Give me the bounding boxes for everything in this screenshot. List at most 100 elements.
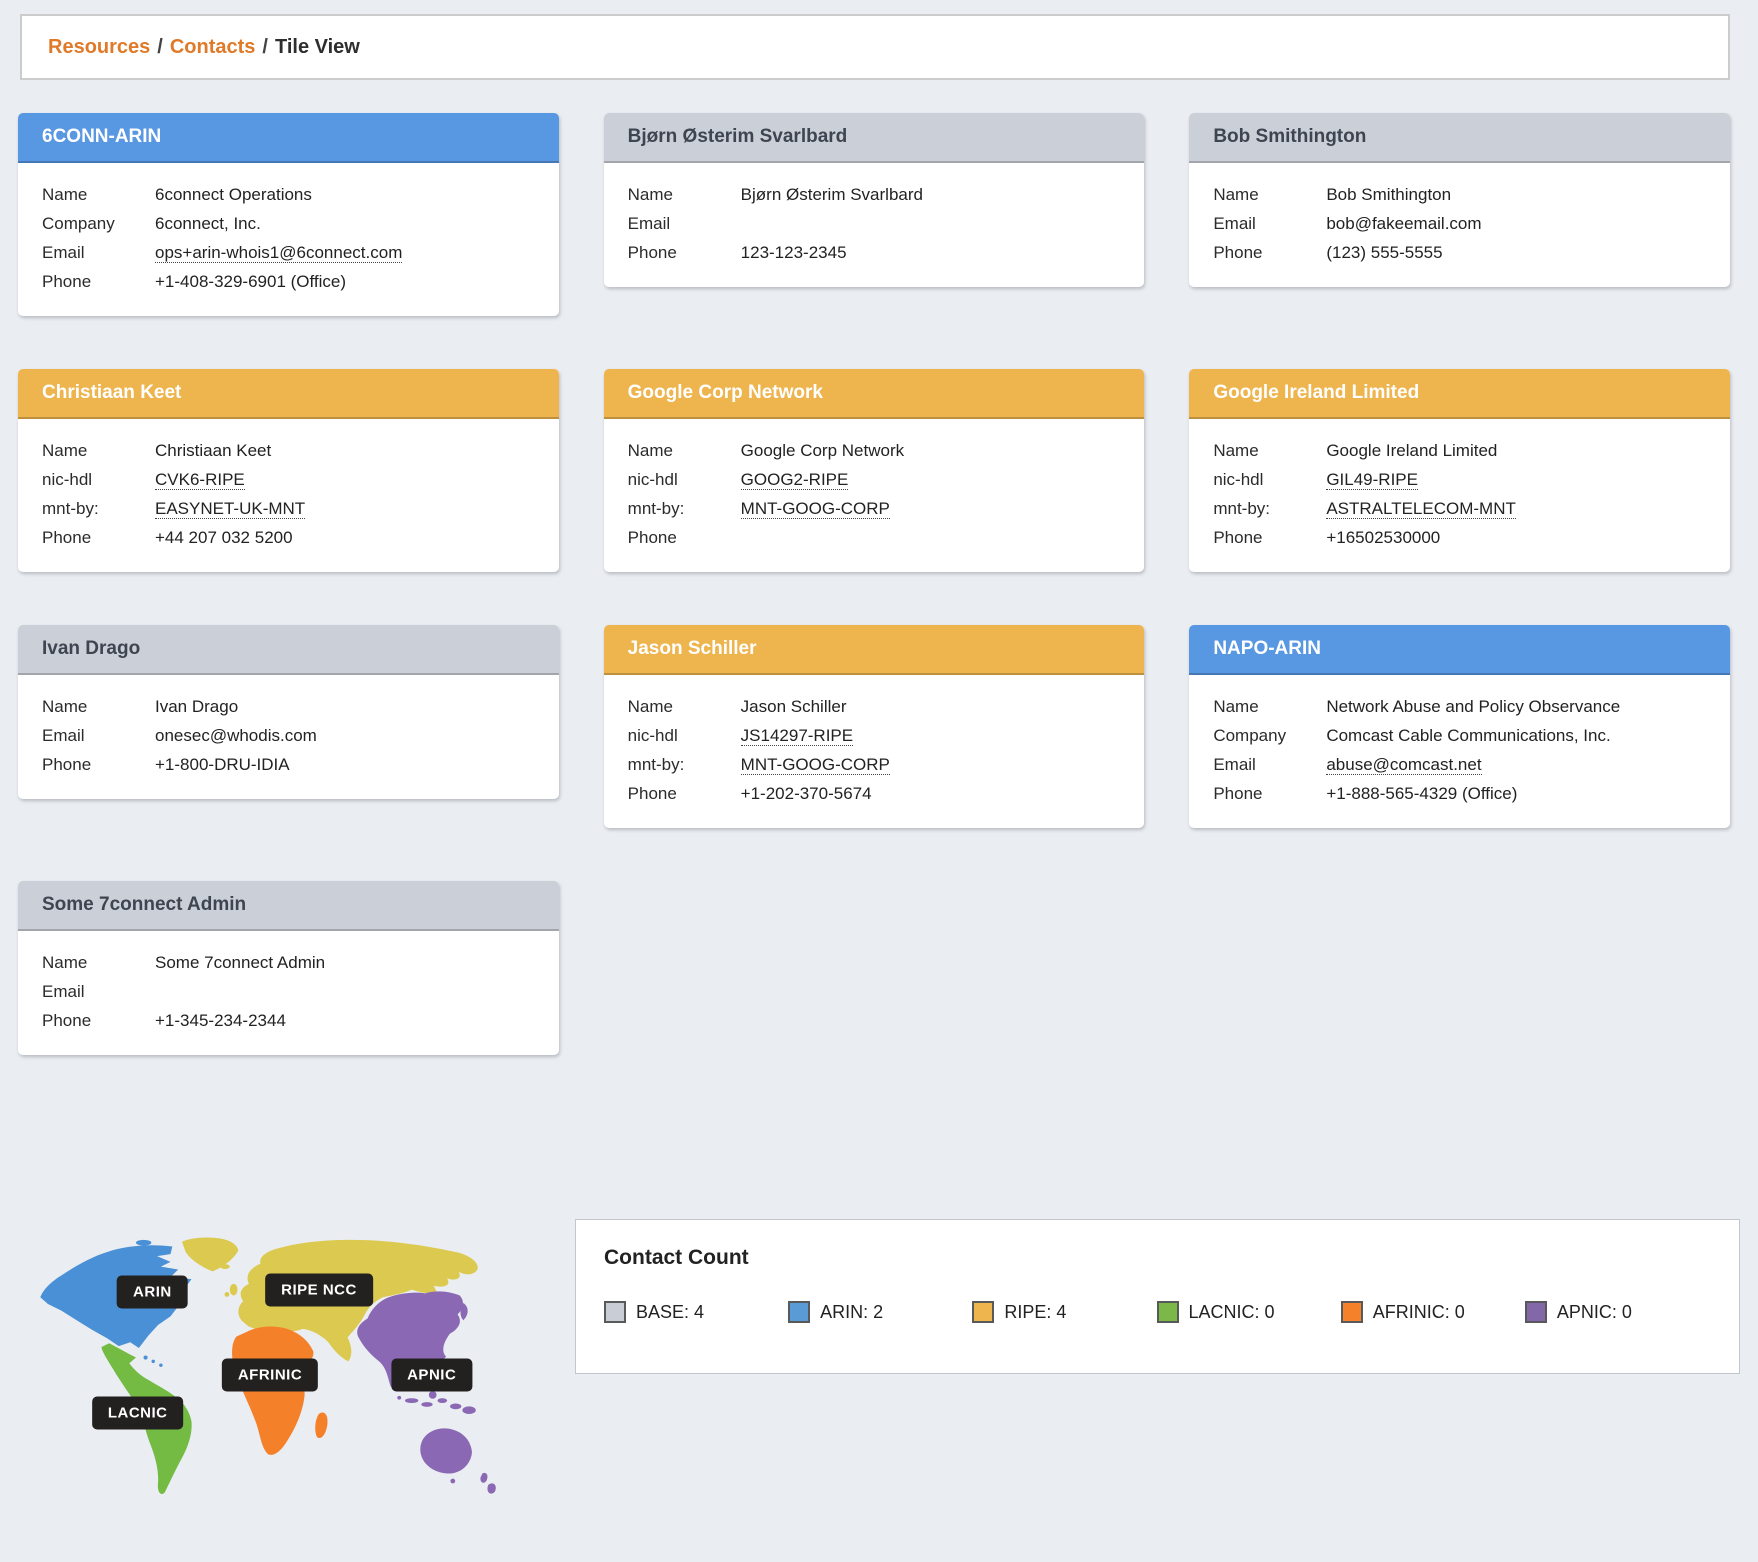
field-value-link[interactable]: CVK6-RIPE	[155, 470, 245, 490]
field-value-link[interactable]: abuse@comcast.net	[1326, 755, 1482, 775]
contact-card-title: Google Ireland Limited	[1213, 382, 1420, 403]
field-label: mnt-by:	[627, 755, 685, 774]
contact-card-title: Jason Schiller	[627, 638, 757, 659]
legend-item-lacnic: LACNIC: 0	[1156, 1301, 1341, 1323]
field-label: Name	[42, 441, 88, 460]
field-row-email: Email abuse@comcast.net	[1213, 750, 1706, 779]
legend-swatch-apnic	[1524, 1301, 1547, 1323]
field-value-container: Christiaan Keet	[155, 436, 535, 465]
field-value: Christiaan Keet	[155, 441, 272, 460]
field-row-phone: Phone +16502530000	[1213, 523, 1706, 552]
field-value: +1-888-565-4329 (Office)	[1326, 784, 1518, 803]
breadcrumb-separator: /	[262, 35, 268, 58]
field-label: Email	[1213, 214, 1256, 233]
field-value: onesec@whodis.com	[155, 726, 317, 745]
field-value: Bjørn Østerim Svarlbard	[740, 185, 923, 204]
field-label: mnt-by:	[1213, 499, 1271, 518]
contact-card-google-corp-network: Google Corp Network Name Google Corp Netwo…	[603, 369, 1145, 572]
field-value-link[interactable]: ops+arin-whois1@6connect.com	[155, 243, 403, 263]
map-region-arin	[40, 1239, 192, 1367]
contact-card-header-christiaan-keet[interactable]: Christiaan Keet	[18, 369, 559, 419]
field-label: Name	[42, 953, 88, 972]
contact-card-title: 6CONN-ARIN	[42, 126, 162, 147]
field-value-container: MNT-GOOG-CORP	[740, 750, 1121, 779]
field-label: Phone	[1213, 528, 1263, 547]
field-value-container: +1-202-370-5674	[741, 779, 1121, 808]
field-row-name: Name Bjørn Østerim Svarlbard	[628, 180, 1121, 209]
field-row-nic-hdl: nic-hdl GOOG2-RIPE	[628, 465, 1121, 494]
field-label: Company	[42, 214, 115, 233]
breadcrumb-item-contacts[interactable]: Contacts	[169, 35, 256, 58]
contact-card-6conn-arin: 6CONN-ARIN Name 6connect Operations Company…	[18, 113, 559, 316]
field-value-container: ASTRALTELECOM-MNT	[1326, 494, 1706, 523]
contact-count-panel: Contact Count BASE: 4 ARIN: 2 RIPE: 4 LACNI…	[575, 1219, 1740, 1374]
legend-label-apnic: APNIC: 0	[1556, 1301, 1632, 1322]
contact-card-title: Ivan Drago	[42, 638, 141, 659]
contact-count-title: Contact Count	[604, 1246, 749, 1269]
field-value-link[interactable]: MNT-GOOG-CORP	[740, 499, 890, 519]
field-value-link[interactable]: GOOG2-RIPE	[740, 470, 849, 490]
field-row-mnt-by: mnt-by: MNT-GOOG-CORP	[628, 750, 1121, 779]
field-row-phone: Phone +1-408-329-6901 (Office)	[42, 267, 535, 296]
field-value: bob@fakeemail.com	[1326, 214, 1482, 233]
field-value-container: JS14297-RIPE	[740, 721, 1121, 750]
contact-card-header-google-corp-network[interactable]: Google Corp Network	[603, 369, 1145, 419]
contact-card-body: Name Jason Schiller nic-hdl JS14297-RIPE mnt…	[604, 675, 1145, 828]
field-value: 6connect Operations	[155, 185, 312, 204]
breadcrumb-item-resources[interactable]: Resources	[48, 35, 151, 58]
bottom-section: ARIN RIPE NCC AFRINIC LACNIC APNIC Contact C…	[18, 1219, 1740, 1504]
contact-card-christiaan-keet: Christiaan Keet Name Christiaan Keet nic-hd…	[18, 369, 559, 572]
field-row-name: Name Ivan Drago	[42, 692, 535, 721]
rir-world-map: ARIN RIPE NCC AFRINIC LACNIC APNIC	[25, 1236, 515, 1504]
legend-item-apnic: APNIC: 0	[1524, 1301, 1709, 1323]
field-label: Name	[627, 697, 674, 716]
contact-card-header-some-7connect-admin[interactable]: Some 7connect Admin	[18, 881, 559, 931]
field-value: +1-202-370-5674	[740, 784, 872, 803]
field-value: +1-800-DRU-IDIA	[155, 755, 290, 774]
field-value-link[interactable]: MNT-GOOG-CORP	[740, 755, 890, 775]
field-value: Google Corp Network	[740, 441, 905, 460]
field-value-container: +1-408-329-6901 (Office)	[155, 267, 535, 296]
field-row-phone: Phone +1-800-DRU-IDIA	[42, 750, 535, 779]
contact-card-title: Bob Smithington	[1213, 126, 1367, 147]
field-row-phone: Phone 123-123-2345	[628, 238, 1121, 267]
field-value-container	[741, 209, 1121, 238]
field-value-container: +1-345-234-2344	[155, 1006, 535, 1035]
contact-card-body: Name Google Corp Network nic-hdl GOOG2-RIPE…	[604, 419, 1145, 572]
field-label: mnt-by:	[627, 499, 685, 518]
field-row-name: Name Some 7connect Admin	[42, 948, 535, 977]
field-value-link[interactable]: ASTRALTELECOM-MNT	[1326, 499, 1516, 519]
field-row-phone: Phone (123) 555-5555	[1213, 238, 1706, 267]
legend-swatch-lacnic	[1156, 1301, 1179, 1323]
field-value-container: GIL49-RIPE	[1326, 465, 1706, 494]
legend-label-arin: ARIN: 2	[820, 1301, 884, 1322]
contact-card-some-7connect-admin: Some 7connect Admin Name Some 7connect Adm…	[18, 881, 559, 1055]
field-row-company: Company Comcast Cable Communications, Inc…	[1213, 721, 1706, 750]
contact-card-header-6conn-arin[interactable]: 6CONN-ARIN	[18, 113, 559, 163]
contact-cards-grid: 6CONN-ARIN Name 6connect Operations Company…	[18, 113, 1730, 1055]
field-value-link[interactable]: EASYNET-UK-MNT	[155, 499, 306, 519]
contact-card-header-bob-smithington[interactable]: Bob Smithington	[1189, 113, 1730, 163]
contact-card-header-bj-rn-sterim-svarlbard[interactable]: Bjørn Østerim Svarlbard	[603, 113, 1145, 163]
field-label: Name	[1213, 697, 1259, 716]
field-label: Phone	[42, 528, 92, 547]
field-value-container: CVK6-RIPE	[155, 465, 535, 494]
contact-card-body: Name 6connect Operations Company 6connect, …	[18, 163, 559, 316]
field-value-container: Bob Smithington	[1326, 180, 1706, 209]
map-badge-afrinic: AFRINIC	[221, 1358, 319, 1392]
contact-card-title: Some 7connect Admin	[42, 894, 247, 915]
field-row-name: Name Jason Schiller	[628, 692, 1121, 721]
contact-card-header-google-ireland-limited[interactable]: Google Ireland Limited	[1189, 369, 1730, 419]
legend-item-arin: ARIN: 2	[788, 1301, 972, 1323]
field-value-link[interactable]: JS14297-RIPE	[740, 726, 854, 746]
field-label: Company	[1213, 726, 1287, 745]
contact-card-header-napo-arin[interactable]: NAPO-ARIN	[1189, 625, 1730, 675]
field-label: Email	[42, 726, 85, 745]
contact-card-header-ivan-drago[interactable]: Ivan Drago	[18, 625, 559, 675]
field-value-container: bob@fakeemail.com	[1326, 209, 1706, 238]
field-row-phone: Phone	[628, 523, 1121, 552]
contact-card-header-jason-schiller[interactable]: Jason Schiller	[603, 625, 1145, 675]
contact-card-body: Name Ivan Drago Email onesec@whodis.com Phon…	[18, 675, 559, 799]
field-value-link[interactable]: GIL49-RIPE	[1326, 470, 1418, 490]
field-row-nic-hdl: nic-hdl CVK6-RIPE	[42, 465, 535, 494]
